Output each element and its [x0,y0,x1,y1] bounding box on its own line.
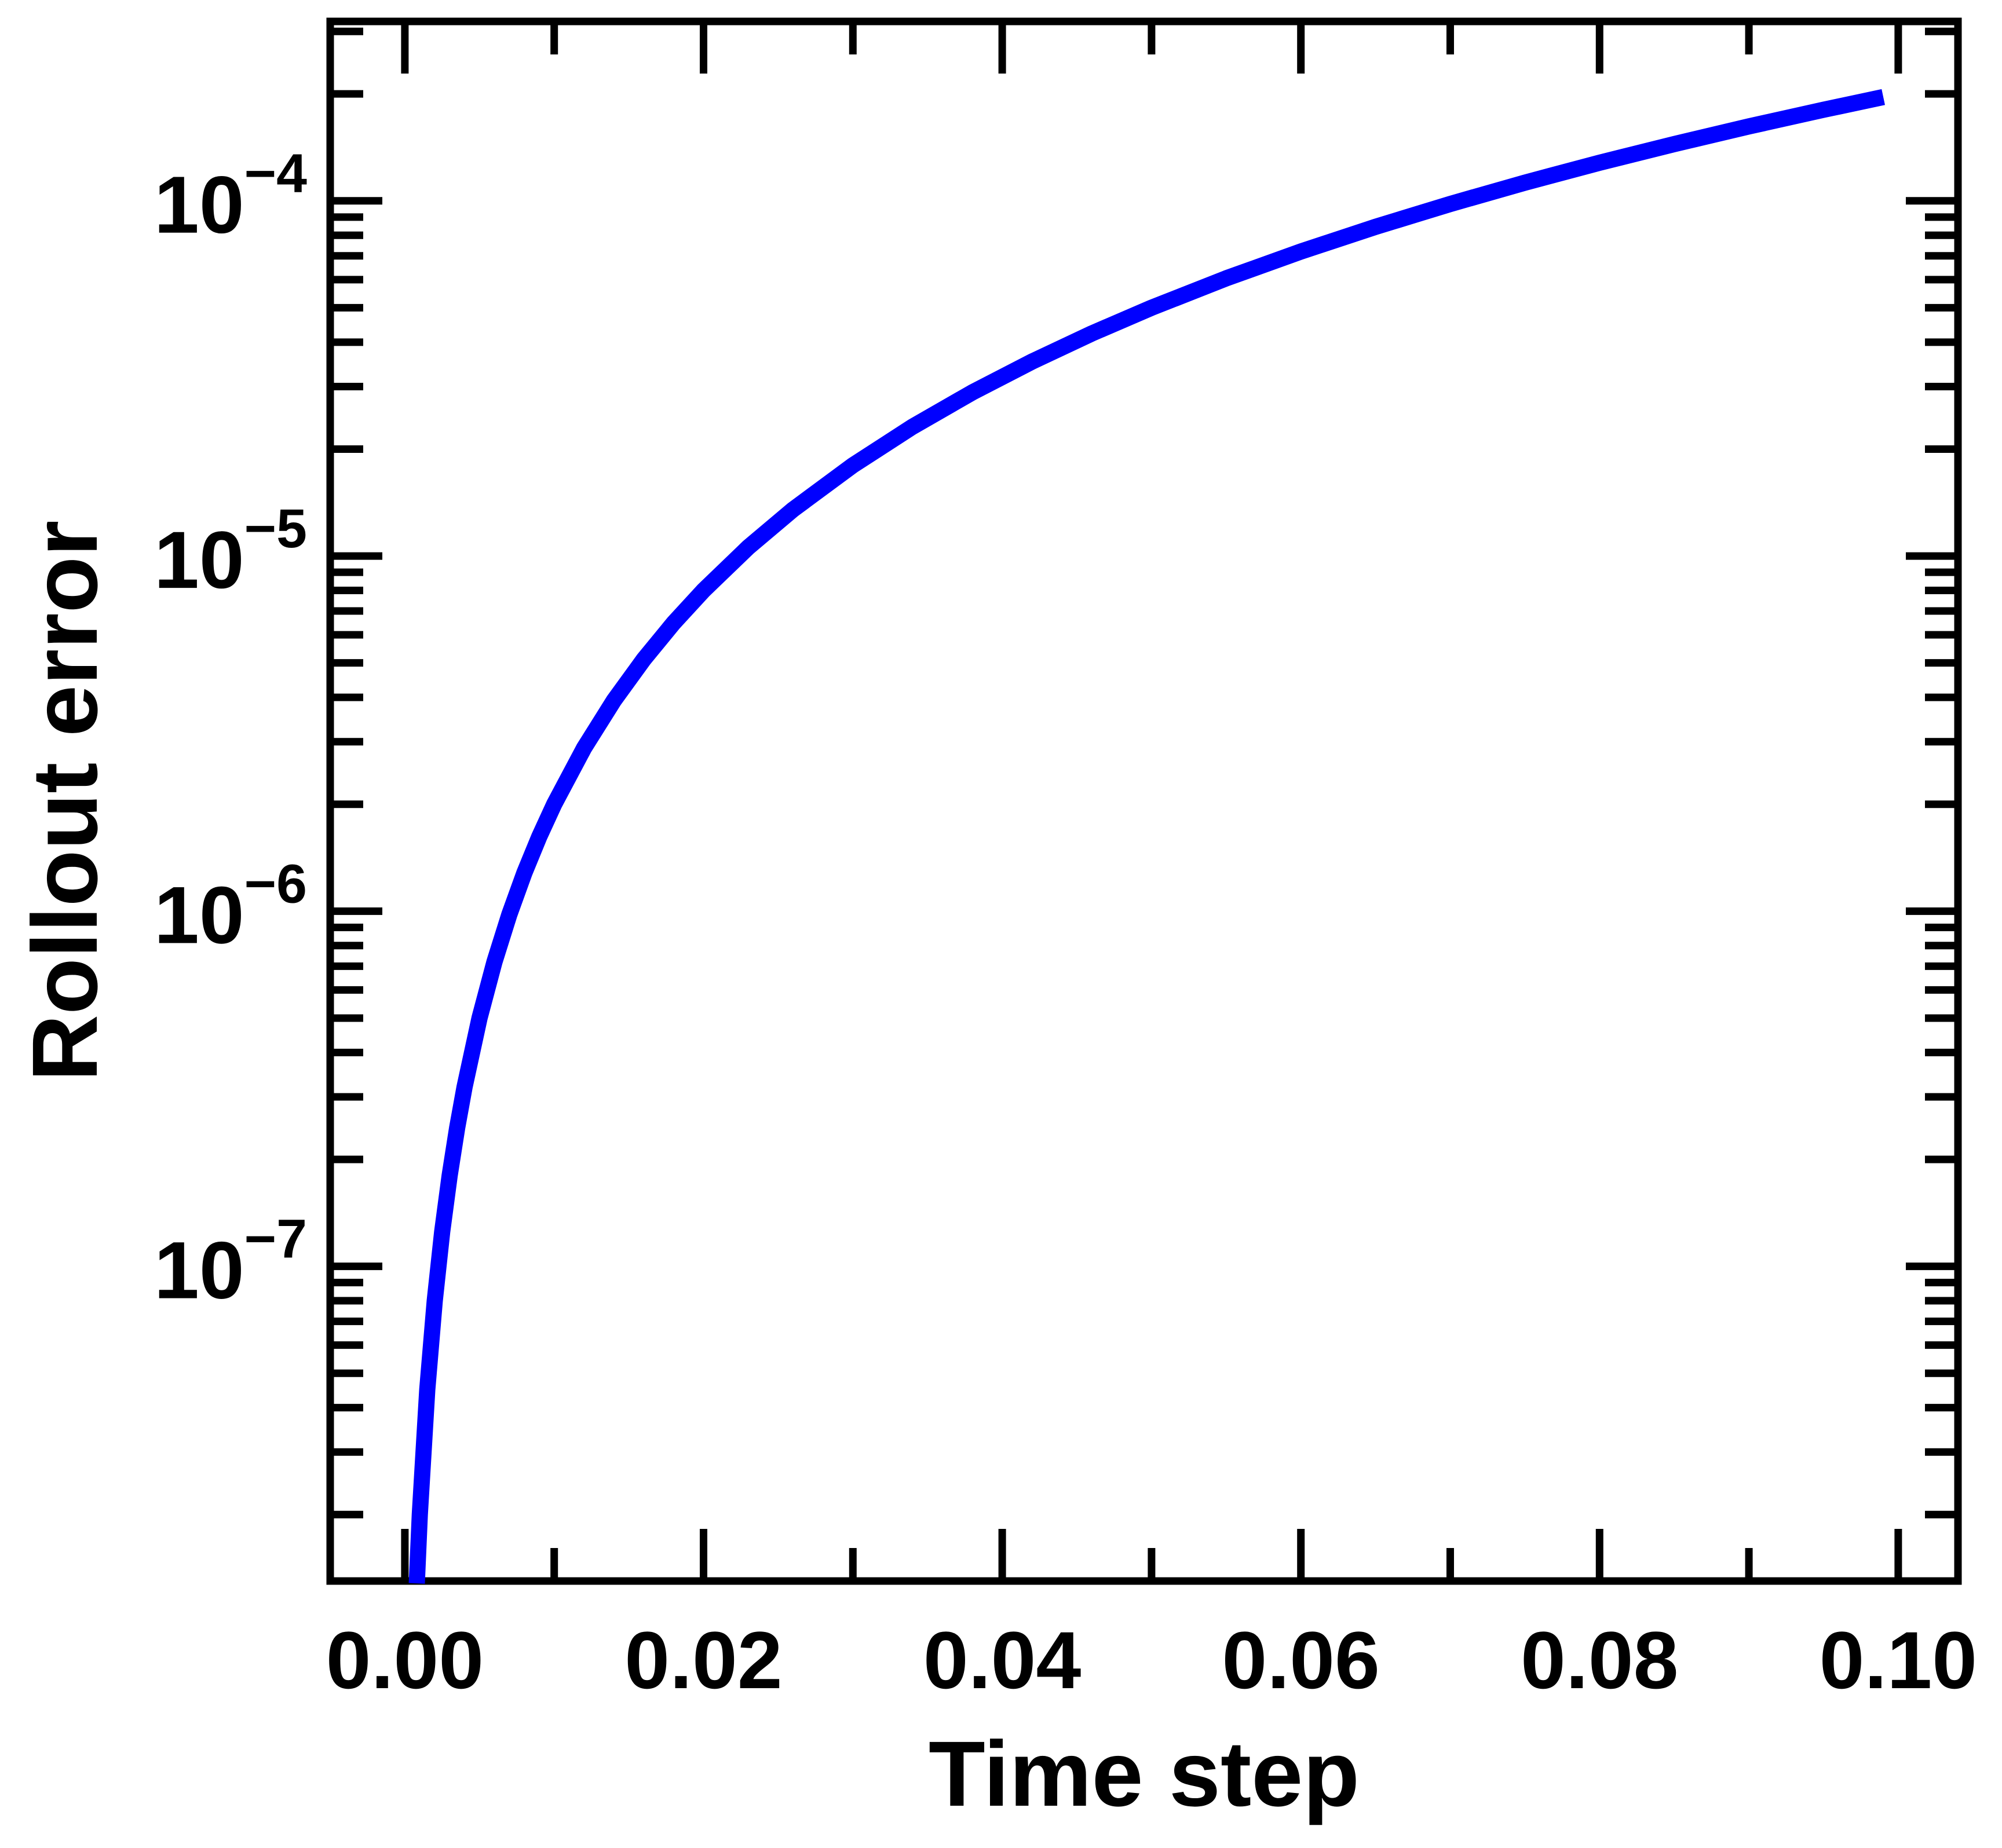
x-tick-label: 0.02 [624,1615,782,1706]
x-tick-label: 0.06 [1222,1615,1379,1706]
x-tick-label: 0.08 [1521,1615,1678,1706]
y-tick-label: 10−7 [154,1209,307,1316]
y-tick-label: 10−6 [154,853,307,960]
rollout-error-curve [408,89,1886,1584]
x-tick-label: 0.00 [326,1615,484,1706]
y-tick-label: 10−5 [154,498,307,605]
x-tick-label: 0.04 [923,1615,1082,1706]
plot-border [326,17,1962,1585]
y-tick-label: 10−4 [154,143,307,250]
y-axis-label: Rollout error [13,520,116,1082]
x-axis-label: Time step [929,1722,1360,1825]
x-tick-label: 0.10 [1820,1615,1977,1706]
